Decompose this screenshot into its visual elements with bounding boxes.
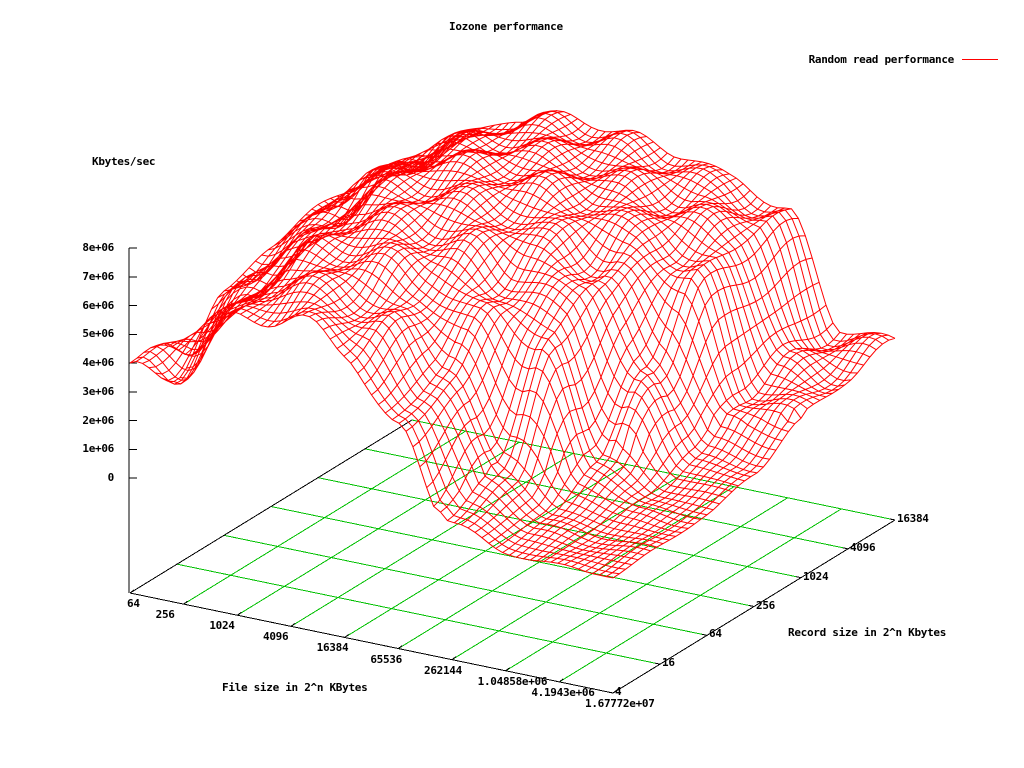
x-tick-label: 64	[127, 597, 140, 610]
x-tick-label: 262144	[424, 663, 462, 677]
y-tick-label: 256	[756, 598, 775, 612]
z-tick-label: 0	[107, 471, 115, 484]
z-tick-label: 6e+06	[82, 298, 114, 312]
chart-title: Iozone performance	[449, 20, 563, 33]
y-tick-label: 1024	[803, 569, 829, 583]
x-tick-label: 1.04858e+06	[477, 674, 548, 688]
z-tick-label: 2e+06	[82, 413, 114, 427]
legend-label: Random read performance	[808, 53, 955, 66]
z-tick-label: 4e+06	[82, 356, 114, 369]
grid-line-y	[364, 448, 849, 550]
x-tick	[612, 689, 618, 694]
x-tick-label: 4.1943e+06	[531, 685, 595, 699]
x-tick-label: 1.67772e+07	[585, 697, 655, 710]
x-tick	[451, 656, 457, 661]
y-tick	[842, 547, 849, 550]
legend-swatch	[962, 59, 998, 60]
x-tick	[290, 622, 296, 627]
x-tick-label: 4096	[263, 630, 289, 644]
y-tick	[607, 691, 614, 694]
x-tick-label: 1024	[209, 619, 235, 633]
z-tick-label: 7e+06	[82, 269, 114, 283]
y-tick-label: 16384	[897, 512, 929, 525]
back-left-base-line	[129, 419, 413, 594]
y-tick	[701, 633, 708, 636]
z-tick-label: 3e+06	[82, 384, 114, 398]
x-tick-label: 65536	[370, 652, 402, 666]
x-tick	[344, 634, 349, 638]
y-tick-label: 4	[615, 685, 622, 698]
z-axis-label: Kbytes/sec	[92, 155, 156, 168]
y-tick	[795, 576, 802, 579]
x-tick	[505, 667, 510, 672]
z-tick-label: 1e+06	[82, 442, 114, 456]
x-tick	[398, 645, 403, 649]
x-tick	[183, 600, 188, 605]
z-tick-label: 8e+06	[82, 241, 114, 254]
y-axis-label: Record size in 2^n Kbytes	[788, 626, 947, 639]
grid-line-y	[176, 563, 661, 665]
x-tick-label: 16384	[316, 641, 349, 655]
grid-line-y	[223, 534, 708, 636]
x-tick	[129, 589, 135, 594]
surface-mesh	[129, 110, 896, 579]
x-axis-label: File size in 2^n KBytes	[222, 681, 368, 694]
y-tick	[748, 605, 755, 607]
x-tick-label: 256	[155, 608, 175, 622]
y-tick-label: 64	[709, 627, 722, 641]
y-tick	[654, 662, 661, 665]
y-tick	[889, 518, 896, 521]
x-axis-line	[129, 592, 614, 694]
x-tick	[237, 611, 242, 616]
z-tick-label: 5e+06	[82, 327, 114, 341]
x-tick	[559, 678, 564, 683]
y-tick-label: 16	[662, 656, 675, 670]
y-tick-label: 4096	[850, 540, 876, 554]
grid-line-y	[411, 419, 896, 521]
